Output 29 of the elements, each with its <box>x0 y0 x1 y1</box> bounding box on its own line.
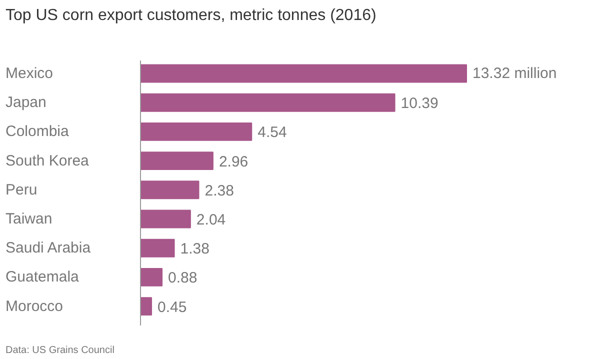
y-tick-label: Saudi Arabia <box>6 240 92 257</box>
bar <box>140 297 152 316</box>
y-tick-label: Japan <box>6 94 46 112</box>
data-label: 0.88 <box>168 270 198 287</box>
bar <box>140 210 191 228</box>
bar <box>140 122 252 141</box>
bar <box>140 64 467 83</box>
chart-title: Top US corn export customers, metric tonnes (2016) <box>6 7 376 24</box>
y-tick-label: Colombia <box>6 123 70 140</box>
y-tick-label: Mexico <box>6 65 54 82</box>
y-tick-label: Peru <box>6 181 38 198</box>
data-label: 10.39 <box>400 95 438 112</box>
y-tick-label: Taiwan <box>6 210 52 228</box>
text: Data: US Grains Council <box>6 345 114 356</box>
data-label: 4.54 <box>258 124 287 142</box>
y-tick-label: Guatemala <box>6 268 80 286</box>
bar <box>140 93 396 112</box>
data-label: 2.38 <box>204 182 234 200</box>
bar <box>140 152 214 170</box>
bar <box>140 268 163 286</box>
data-label: 13.32 million <box>472 65 557 82</box>
bar <box>140 238 175 258</box>
data-label: 2.96 <box>218 153 248 170</box>
bar <box>140 180 200 200</box>
data-label: 0.45 <box>158 298 187 316</box>
data-label: 2.04 <box>196 212 226 228</box>
y-tick-label: Morocco <box>6 298 64 315</box>
y-tick-label: South Korea <box>6 152 90 170</box>
data-label: 1.38 <box>180 240 210 258</box>
